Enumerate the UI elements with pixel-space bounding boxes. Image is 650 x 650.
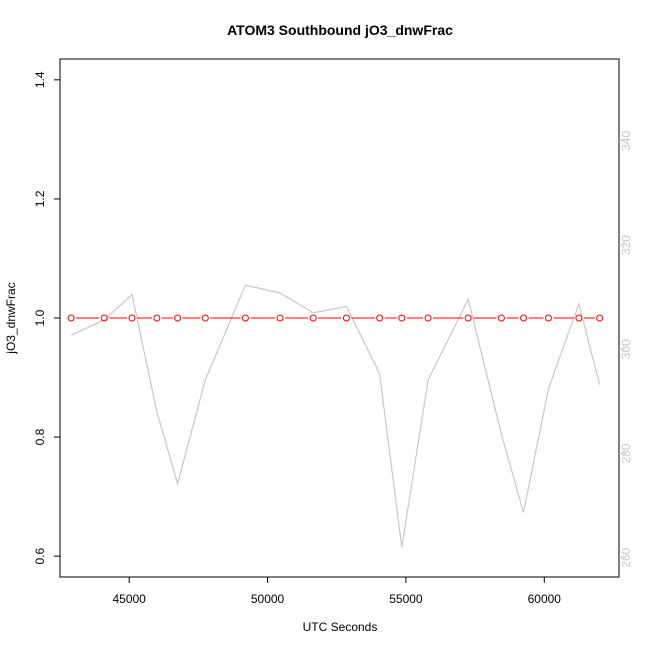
- y-tick-label-left: 0.8: [33, 428, 47, 445]
- data-point: [128, 314, 136, 322]
- data-point: [342, 314, 350, 322]
- y-tick-label-left: 1.2: [33, 190, 47, 207]
- data-point: [153, 314, 161, 322]
- data-point: [201, 314, 209, 322]
- y-tick-label-right: 320: [619, 235, 633, 255]
- data-point: [174, 314, 182, 322]
- data-point: [241, 314, 249, 322]
- y-tick-label-left: 1.4: [33, 71, 47, 88]
- data-point: [67, 314, 75, 322]
- x-tick-label: 45000: [112, 592, 146, 606]
- data-point: [424, 314, 432, 322]
- y-tick-label-right: 260: [619, 547, 633, 567]
- data-point: [100, 314, 108, 322]
- series-line-right: [70, 284, 601, 548]
- series-layer: [67, 284, 604, 548]
- y-tick-label-left: 0.6: [33, 547, 47, 564]
- chart-title: ATOM3 Southbound jO3_dnwFrac: [227, 22, 453, 38]
- x-axis-label: UTC Seconds: [303, 620, 378, 634]
- y-tick-label-right: 300: [619, 339, 633, 359]
- data-point: [376, 314, 384, 322]
- data-point: [464, 314, 472, 322]
- data-point: [309, 314, 317, 322]
- y-axis-left: 0.6 0.8 1.0 1.2 1.4: [33, 71, 60, 565]
- y-tick-label-right: 340: [619, 130, 633, 150]
- data-point: [544, 314, 552, 322]
- data-point: [276, 314, 284, 322]
- y-axis-right: 260 280 300 320 340: [619, 130, 633, 568]
- data-point: [575, 314, 583, 322]
- y-tick-label-left: 1.0: [33, 309, 47, 326]
- x-tick-label: 60000: [528, 592, 562, 606]
- x-axis: 45000 50000 55000 60000: [112, 577, 561, 606]
- data-point: [497, 314, 505, 322]
- y-axis-label: jO3_dnwFrac: [4, 282, 18, 354]
- x-tick-label: 50000: [251, 592, 285, 606]
- data-point: [596, 314, 604, 322]
- data-point: [520, 314, 528, 322]
- data-point: [398, 314, 406, 322]
- x-tick-label: 55000: [389, 592, 423, 606]
- y-tick-label-right: 280: [619, 443, 633, 463]
